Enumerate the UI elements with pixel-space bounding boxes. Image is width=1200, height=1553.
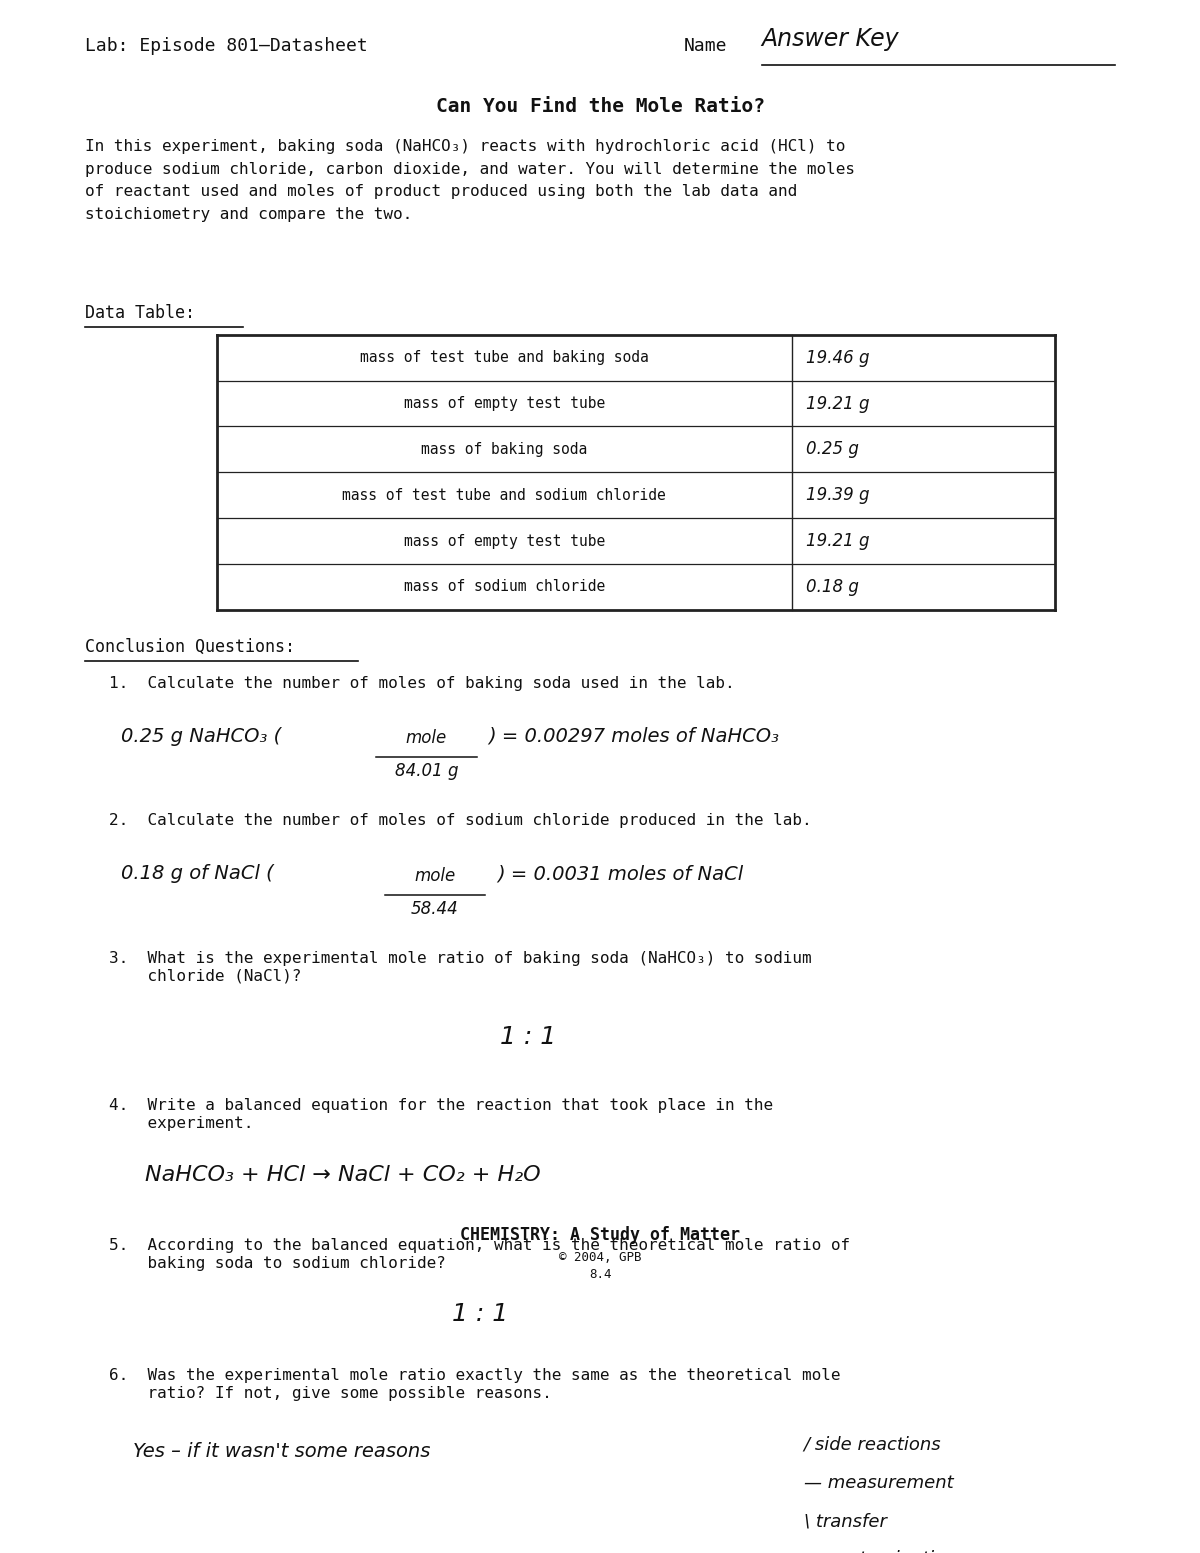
Text: 19.46 g: 19.46 g: [806, 349, 870, 367]
Text: mass of sodium chloride: mass of sodium chloride: [403, 579, 605, 595]
Text: mass of baking soda: mass of baking soda: [421, 443, 587, 457]
Text: Answer Key: Answer Key: [762, 26, 899, 51]
Text: © 2004, GPB: © 2004, GPB: [559, 1252, 641, 1264]
Text: CHEMISTRY: A Study of Matter: CHEMISTRY: A Study of Matter: [460, 1225, 740, 1244]
Text: 1 : 1: 1 : 1: [500, 1025, 557, 1048]
Text: ) = 0.00297 moles of NaHCO₃: ) = 0.00297 moles of NaHCO₃: [488, 727, 780, 745]
Text: mass of test tube and sodium chloride: mass of test tube and sodium chloride: [342, 488, 666, 503]
Text: 2.  Calculate the number of moles of sodium chloride produced in the lab.: 2. Calculate the number of moles of sodi…: [109, 814, 811, 828]
Text: 84.01 g: 84.01 g: [395, 763, 458, 781]
Text: — measurement: — measurement: [804, 1474, 953, 1492]
Text: \ transfer: \ transfer: [804, 1513, 887, 1530]
Text: 19.21 g: 19.21 g: [806, 533, 870, 550]
Text: 19.39 g: 19.39 g: [806, 486, 870, 505]
Text: Yes – if it wasn't some reasons: Yes – if it wasn't some reasons: [133, 1443, 431, 1461]
Text: ) = 0.0031 moles of NaCl: ) = 0.0031 moles of NaCl: [497, 865, 743, 884]
Text: / side reactions: / side reactions: [804, 1437, 941, 1454]
Text: Data Table:: Data Table:: [85, 304, 196, 323]
Text: mole: mole: [414, 867, 456, 885]
Text: 0.18 g: 0.18 g: [806, 578, 859, 596]
Text: mole: mole: [406, 730, 448, 747]
Text: 5.  According to the balanced equation, what is the theoretical mole ratio of
  : 5. According to the balanced equation, w…: [109, 1238, 851, 1270]
Text: Conclusion Questions:: Conclusion Questions:: [85, 638, 295, 655]
Text: 0.25 g NaHCO₃ (: 0.25 g NaHCO₃ (: [121, 727, 281, 745]
Text: 3.  What is the experimental mole ratio of baking soda (NaHCO₃) to sodium
    ch: 3. What is the experimental mole ratio o…: [109, 950, 811, 983]
Text: 6.  Was the experimental mole ratio exactly the same as the theoretical mole
   : 6. Was the experimental mole ratio exact…: [109, 1368, 841, 1401]
Text: 1 : 1: 1 : 1: [452, 1301, 509, 1326]
Text: 58.44: 58.44: [410, 899, 458, 918]
Text: mass of empty test tube: mass of empty test tube: [403, 534, 605, 548]
Text: contamination: contamination: [804, 1550, 956, 1553]
Text: 1.  Calculate the number of moles of baking soda used in the lab.: 1. Calculate the number of moles of baki…: [109, 676, 734, 691]
Text: 0.25 g: 0.25 g: [806, 441, 859, 458]
Text: mass of test tube and baking soda: mass of test tube and baking soda: [360, 351, 648, 365]
Text: 0.18 g of NaCl (: 0.18 g of NaCl (: [121, 865, 274, 884]
Text: Lab: Episode 801–Datasheet: Lab: Episode 801–Datasheet: [85, 37, 368, 54]
Text: Can You Find the Mole Ratio?: Can You Find the Mole Ratio?: [436, 96, 764, 116]
Text: NaHCO₃ + HCl → NaCl + CO₂ + H₂O: NaHCO₃ + HCl → NaCl + CO₂ + H₂O: [145, 1165, 541, 1185]
Text: 8.4: 8.4: [589, 1267, 611, 1281]
Text: 19.21 g: 19.21 g: [806, 394, 870, 413]
Text: 4.  Write a balanced equation for the reaction that took place in the
    experi: 4. Write a balanced equation for the rea…: [109, 1098, 773, 1131]
Text: In this experiment, baking soda (NaHCO₃) reacts with hydrochloric acid (HCl) to
: In this experiment, baking soda (NaHCO₃)…: [85, 138, 856, 222]
Text: Name: Name: [684, 37, 727, 54]
Text: mass of empty test tube: mass of empty test tube: [403, 396, 605, 412]
